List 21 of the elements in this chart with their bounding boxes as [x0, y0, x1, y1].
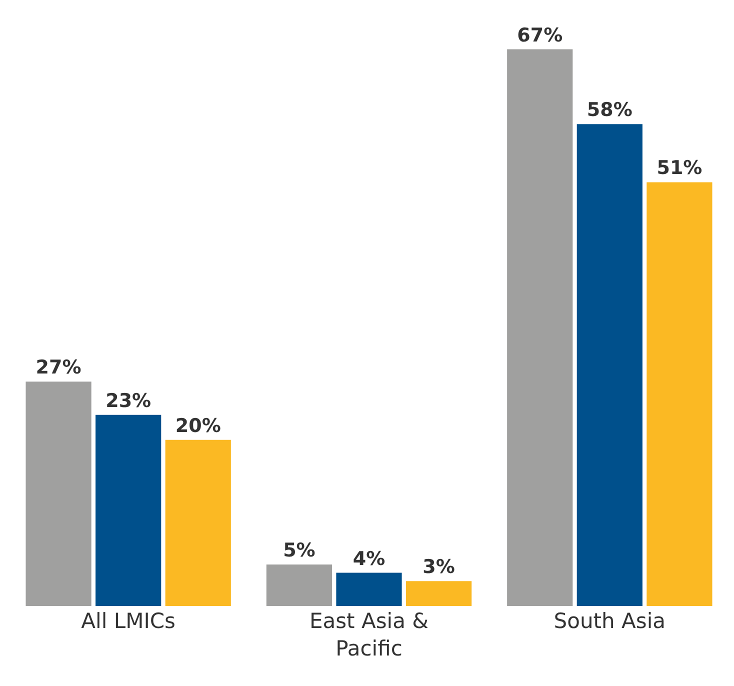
bar — [165, 440, 231, 606]
bar — [576, 124, 642, 606]
data-label: 20% — [175, 414, 221, 437]
bar — [336, 572, 402, 606]
data-label: 58% — [586, 99, 632, 122]
data-label: 4% — [352, 548, 386, 570]
data-label: 23% — [106, 390, 152, 412]
bar — [266, 564, 332, 606]
bar — [96, 414, 162, 606]
bar — [646, 182, 712, 606]
bar — [507, 49, 573, 606]
bar — [406, 581, 472, 606]
data-label: 67% — [517, 24, 563, 46]
x-tick-label: East Asia & Pacific — [309, 609, 429, 660]
data-label: 51% — [656, 157, 702, 180]
x-tick-label: South Asia — [554, 609, 666, 633]
data-label: 5% — [283, 539, 316, 562]
data-label: 3% — [422, 556, 455, 578]
data-label: 27% — [36, 356, 82, 379]
bar — [26, 382, 92, 606]
x-tick-label: All LMICs — [81, 609, 176, 633]
